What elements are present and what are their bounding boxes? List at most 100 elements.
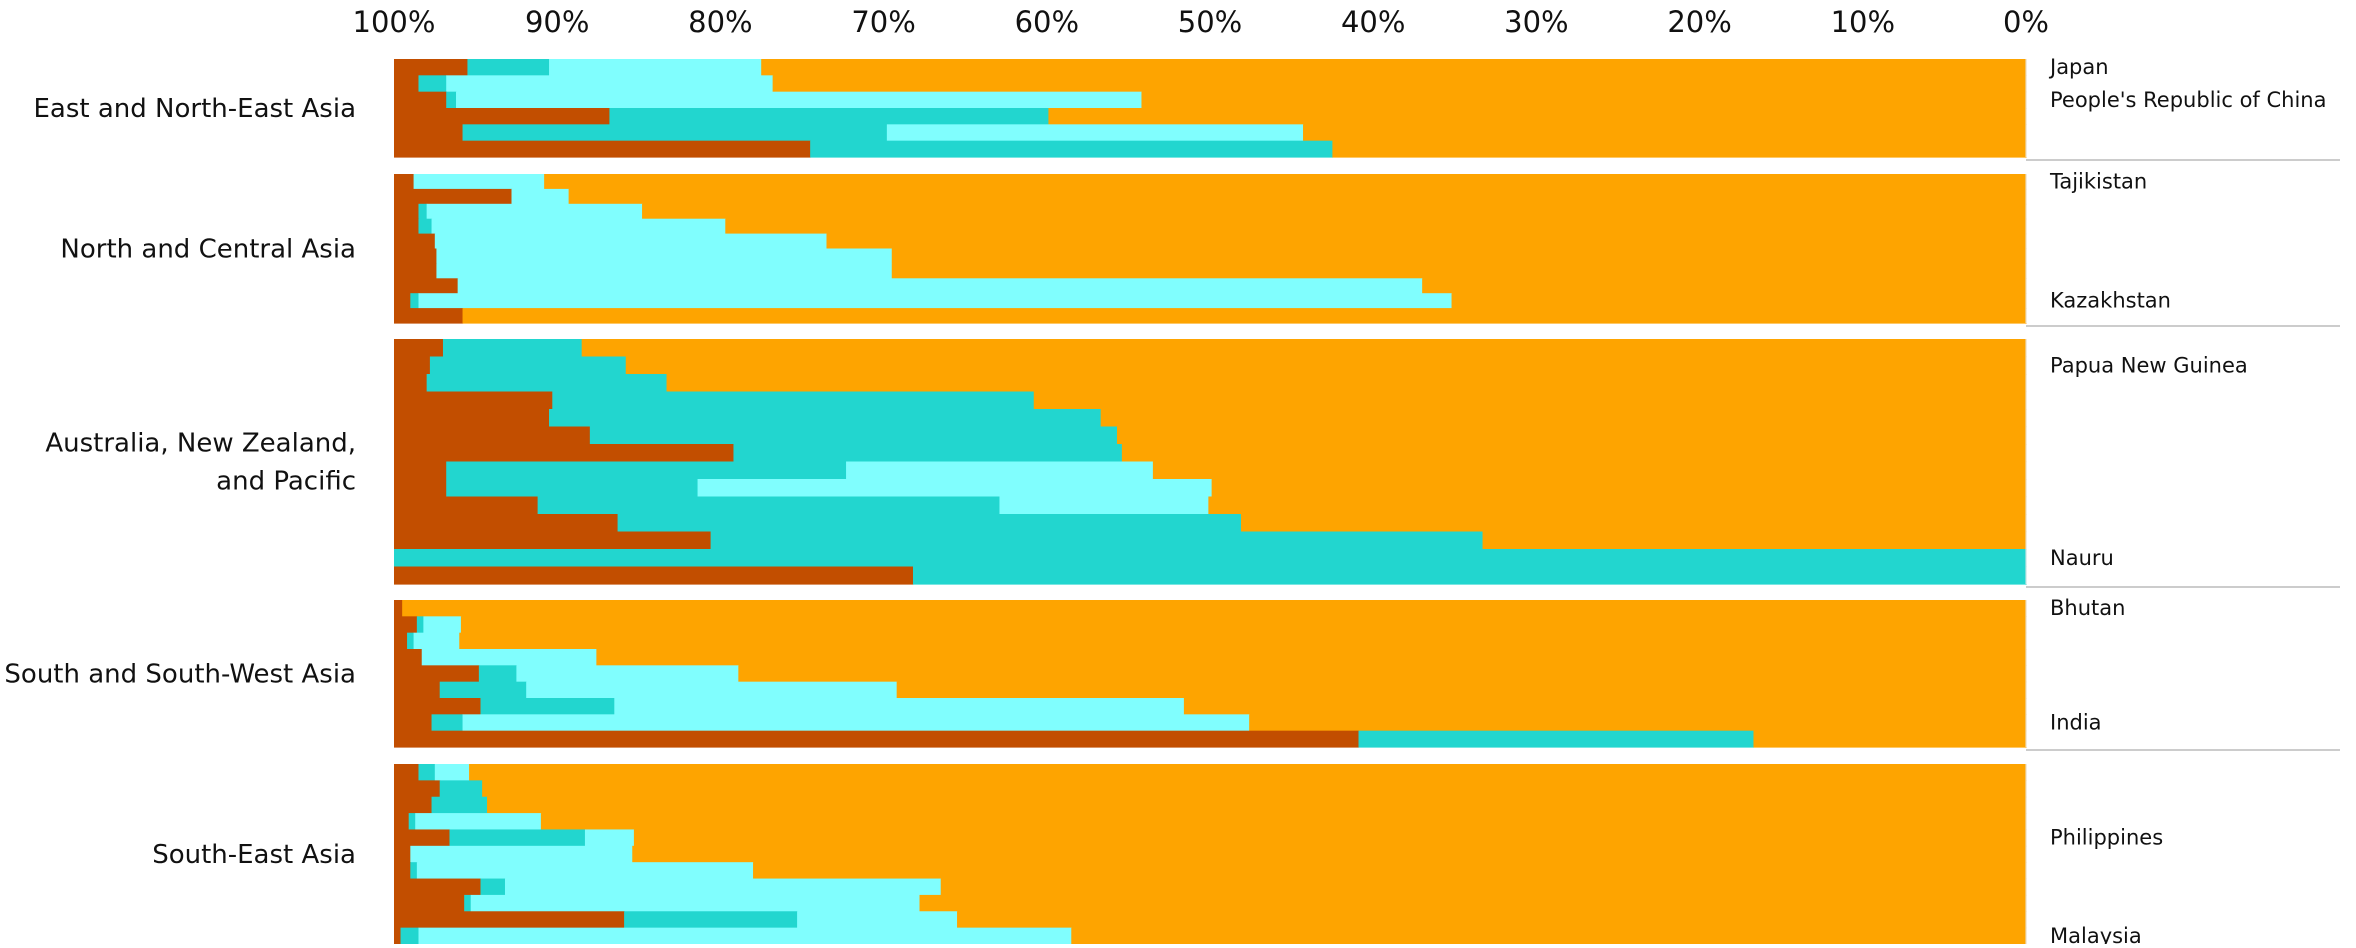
bar-segment-2: [549, 409, 1102, 428]
bar-segment-2: [449, 829, 586, 847]
bar-segment-1: [394, 263, 438, 279]
bar-segment-3: [526, 681, 898, 699]
bar-row: [394, 248, 2027, 264]
country-label: People's Republic of China: [2050, 88, 2327, 112]
bar-row: [394, 374, 2027, 393]
bar-segment-2: [439, 681, 527, 699]
bar-segment-4: [633, 829, 2027, 847]
bar-segment-2: [478, 665, 517, 683]
bar-row: [394, 108, 2027, 125]
bar-segment-4: [1753, 730, 2027, 748]
bar-segment-1: [394, 108, 611, 125]
bar-segment-4: [957, 911, 2027, 929]
bar-segment-1: [394, 566, 914, 585]
bar-segment-3: [846, 461, 1154, 480]
region-label: South and South-West Asia: [4, 660, 356, 690]
x-tick-label: 20%: [1667, 5, 1731, 39]
bar-segment-4: [482, 780, 2027, 798]
bar-segment-3: [504, 878, 942, 896]
bar-segment-1: [394, 878, 482, 896]
bar-segment-4: [1183, 698, 2027, 715]
bar-segment-3: [462, 714, 1250, 732]
bar-segment-2: [624, 911, 798, 929]
bar-row: [394, 391, 2027, 410]
bar-segment-4: [642, 203, 2027, 220]
bar-segment-1: [394, 248, 438, 264]
bar-segment-3: [697, 479, 1213, 498]
bar-segment-1: [394, 203, 420, 220]
bar-row: [394, 496, 2027, 515]
bar-segment-1: [394, 531, 712, 550]
bar-segment-2: [426, 374, 668, 393]
region-group: North and Central Asia Tajikistan Kazakhst…: [60, 169, 2340, 327]
bar-segment-4: [1152, 461, 2027, 480]
bar-segment-2: [480, 698, 615, 715]
bar-segment-1: [394, 796, 433, 814]
bar-row: [394, 479, 2027, 498]
country-label: Nauru: [2050, 546, 2114, 570]
bar-row: [394, 894, 2027, 912]
bar-segment-2: [446, 91, 457, 109]
bar-segment-2: [410, 862, 418, 880]
bar-segment-4: [1451, 293, 2027, 309]
bar-segment-4: [919, 894, 2027, 912]
bar-row: [394, 75, 2027, 93]
bar-segment-1: [394, 339, 444, 358]
bar-segment-2: [418, 75, 447, 93]
bar-segment-1: [394, 409, 550, 428]
bar-segment-1: [394, 714, 433, 732]
x-tick-label: 70%: [851, 5, 915, 39]
bar-segment-1: [394, 764, 420, 781]
bar-segment-3: [457, 278, 1423, 294]
bar-segment-1: [394, 59, 469, 76]
bar-segment-3: [549, 59, 762, 76]
bar-segment-2: [439, 780, 483, 798]
bar-row: [394, 796, 2027, 814]
bar-segment-4: [940, 878, 2027, 896]
bar-groups: East and North-East Asia Japan People's Re…: [4, 55, 2340, 948]
bar-segment-3: [886, 124, 1304, 142]
bar-segment-3: [434, 233, 828, 250]
bar-segment-1: [394, 927, 402, 945]
bar-segment-2: [416, 616, 424, 634]
bar-segment-1: [394, 681, 441, 699]
bar-segment-1: [394, 894, 465, 912]
bar-segment-1: [394, 649, 423, 666]
bar-segment-3: [446, 75, 774, 93]
region-label: East and North-East Asia: [34, 94, 357, 124]
bar-segment-1: [394, 140, 811, 158]
bar-segment-2: [407, 632, 415, 650]
bar-segment-4: [1482, 531, 2027, 550]
bar-segment-1: [394, 233, 436, 250]
bar-segment-2: [467, 59, 550, 76]
bar-segment-1: [394, 426, 591, 445]
region-group: East and North-East Asia Japan People's Re…: [34, 55, 2340, 161]
bar-segment-3: [516, 665, 739, 683]
bar-segment-4: [761, 59, 2027, 76]
bar-segment-1: [394, 308, 464, 324]
bar-segment-1: [394, 829, 451, 847]
bar-segment-3: [434, 764, 470, 781]
x-tick-label: 30%: [1504, 5, 1568, 39]
bar-segment-2: [418, 764, 436, 781]
bar-segment-2: [710, 531, 1484, 550]
bar-row: [394, 218, 2027, 235]
country-label: Philippines: [2050, 826, 2163, 850]
bar-segment-2: [446, 461, 847, 480]
bar-segment-1: [394, 75, 420, 93]
bar-row: [394, 698, 2027, 715]
bar-segment-1: [394, 514, 619, 533]
bar-row: [394, 356, 2027, 375]
bar-row: [394, 927, 2027, 945]
bar-segment-4: [753, 862, 2027, 880]
x-tick-label: 0%: [2003, 5, 2049, 39]
bar-segment-2: [410, 293, 420, 309]
bar-segment-3: [413, 174, 545, 190]
bar-row: [394, 549, 2027, 568]
bar-segment-1: [394, 496, 539, 515]
bar-segment-2: [733, 444, 1123, 463]
bar-segment-4: [826, 233, 2027, 250]
bar-segment-1: [394, 293, 411, 309]
bar-row: [394, 426, 2027, 445]
bar-segment-1: [394, 813, 410, 831]
